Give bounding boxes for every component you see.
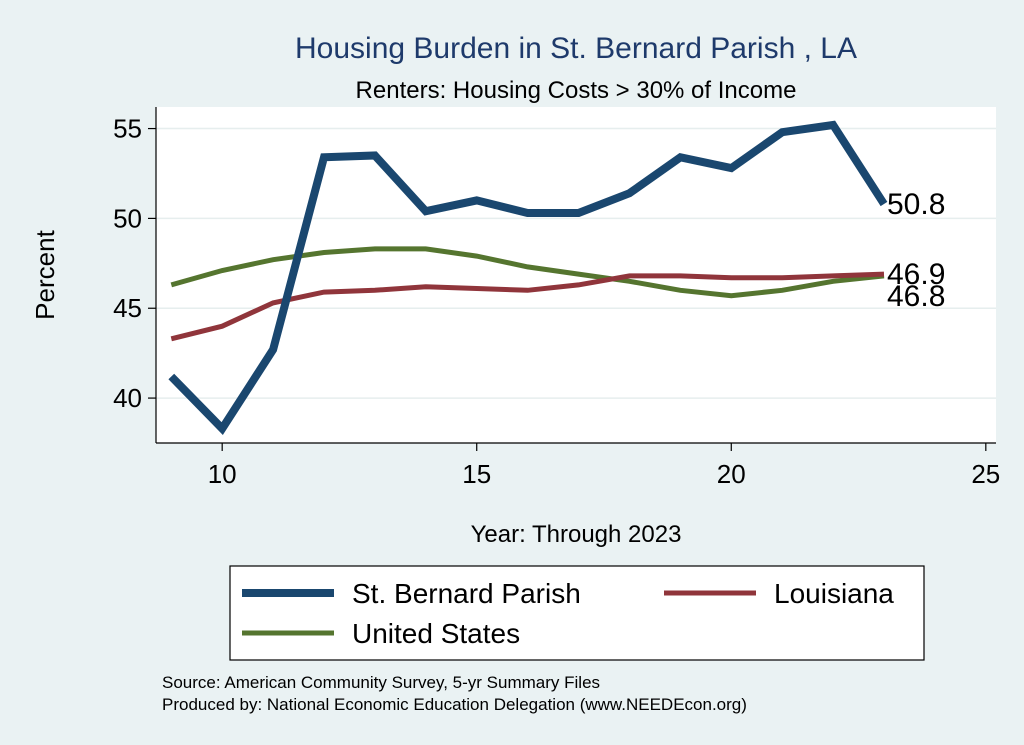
- end-label-united-states: 46.8: [887, 280, 945, 313]
- end-labels: 50.8 46.946.8: [887, 188, 945, 313]
- chart-subtitle: Renters: Housing Costs > 30% of Income: [356, 77, 797, 104]
- end-label-st-bernard-parish: 50.8: [887, 188, 945, 221]
- legend-box: [229, 565, 925, 661]
- end-label-louisiana: 46.9: [887, 258, 945, 291]
- x-tick-label-10: 10: [208, 459, 237, 489]
- y-axis-ticks: 40 45 50 55: [113, 114, 156, 413]
- y-axis-label: Percent: [30, 229, 60, 319]
- x-tick-label-20: 20: [717, 459, 746, 489]
- legend: St. Bernard Parish Louisiana United Stat…: [229, 565, 925, 661]
- series-lines: [168, 120, 888, 435]
- legend-label-louisiana: Louisiana: [774, 578, 894, 609]
- footer-source: Source: American Community Survey, 5-yr …: [162, 673, 600, 692]
- y-tick-label-40: 40: [113, 383, 142, 413]
- x-tick-label-25: 25: [971, 459, 1000, 489]
- grid-lines: [156, 127, 996, 399]
- series-line-united-states: [170, 246, 885, 299]
- legend-label-united-states: United States: [352, 618, 520, 649]
- x-axis-label: Year: Through 2023: [471, 521, 682, 548]
- y-tick-label-55: 55: [113, 114, 142, 144]
- footer-produced: Produced by: National Economic Education…: [162, 695, 747, 714]
- legend-label-st-bernard: St. Bernard Parish: [352, 578, 581, 609]
- chart-title: Housing Burden in St. Bernard Parish , L…: [295, 32, 857, 65]
- series-line-st-bernard-parish: [168, 120, 888, 435]
- x-tick-label-15: 15: [462, 459, 491, 489]
- y-tick-label-45: 45: [113, 293, 142, 323]
- y-tick-label-50: 50: [113, 203, 142, 233]
- x-axis-ticks: 10 15 20 25: [208, 443, 1000, 489]
